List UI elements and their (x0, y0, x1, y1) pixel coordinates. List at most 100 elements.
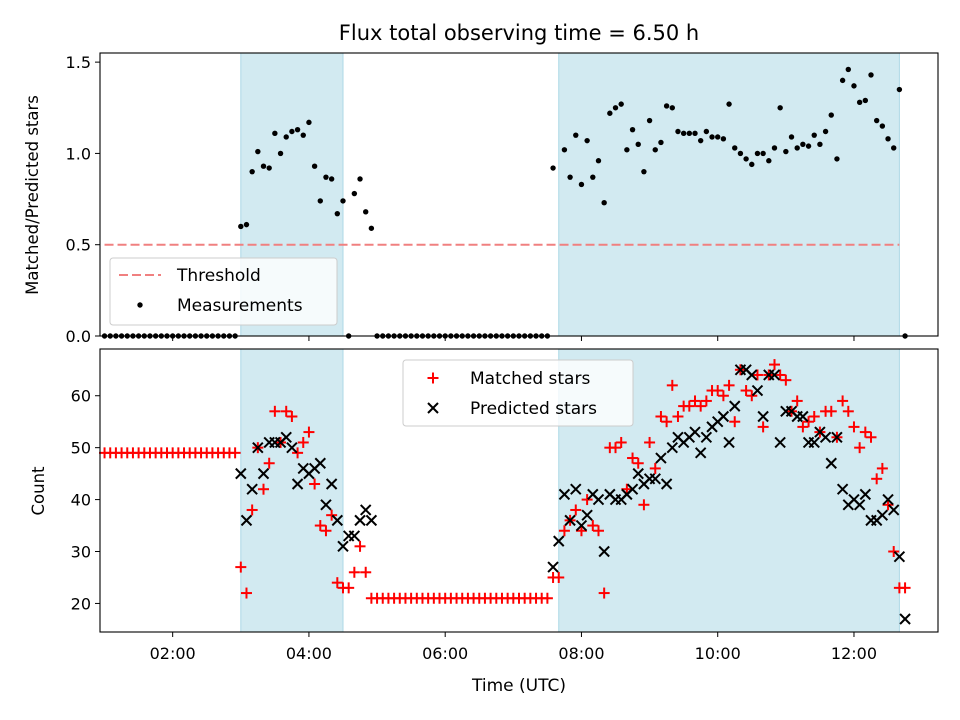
measurement-point (879, 123, 886, 129)
legend-threshold-label: Threshold (176, 266, 261, 286)
top-ytick-label: 1.5 (66, 53, 91, 72)
measurement-point (749, 161, 755, 168)
predicted-star-point (723, 436, 735, 449)
measurement-point (873, 117, 880, 124)
predicted-star-point-b (252, 441, 264, 454)
xtick-label: 02:00 (150, 644, 196, 663)
matched-star-point (575, 525, 587, 537)
predicted-star-point (558, 488, 571, 501)
predicted-star-point-b (320, 499, 332, 511)
measurement-point (646, 117, 653, 124)
predicted-star-point-b (859, 488, 872, 501)
measurement-point (783, 148, 789, 155)
measurement-point (595, 158, 602, 164)
predicted-star-point (632, 467, 644, 480)
matched-star-point (309, 478, 321, 490)
matched-star-point (263, 457, 275, 469)
measurement-point (692, 130, 698, 137)
measurement-point (652, 147, 658, 153)
measurement-point (289, 128, 295, 135)
predicted-star-point-b (632, 467, 644, 480)
shaded-interval (240, 348, 344, 633)
measurement-point (839, 77, 846, 84)
predicted-star-point-b (348, 530, 361, 542)
predicted-star-point (746, 369, 758, 381)
matched-star-point (297, 436, 309, 448)
matched-star-point (348, 566, 360, 578)
predicted-star-point-b (581, 509, 593, 521)
predicted-star-point (751, 384, 764, 397)
predicted-star-point (348, 530, 361, 542)
matched-star-point (558, 525, 570, 537)
predicted-star-point (331, 514, 344, 527)
predicted-star-point (252, 441, 264, 454)
measurement-point (834, 156, 840, 162)
top-axes-frame (99, 52, 939, 337)
predicted-star-point-b (825, 457, 837, 469)
measurement-point (703, 128, 710, 135)
predicted-star-point-b (808, 436, 820, 449)
predicted-star-point (291, 478, 304, 490)
predicted-star-point (859, 488, 872, 501)
predicted-star-point (365, 514, 378, 527)
matched-star-point (331, 577, 343, 589)
bottom-y-axis-label: Count (29, 466, 48, 516)
xtick-label: 10:00 (695, 644, 741, 663)
predicted-star-point (235, 467, 247, 480)
measurement-point (760, 150, 766, 157)
measurement-point (567, 174, 573, 180)
matched-star-point (899, 582, 911, 594)
measurement-point (732, 145, 738, 151)
predicted-star-point (853, 499, 866, 511)
matched-star-point (661, 416, 673, 428)
matched-star-point (610, 442, 622, 454)
measurement-point (249, 168, 255, 175)
predicted-star-point (876, 509, 889, 521)
matched-star-point (757, 421, 769, 433)
measurement-point (357, 176, 363, 182)
predicted-star-point (360, 504, 372, 516)
predicted-star-point (666, 441, 678, 454)
measurement-point (669, 105, 675, 111)
predicted-star-point (888, 504, 900, 516)
predicted-star-point (280, 431, 292, 443)
matched-star-point (683, 400, 695, 412)
matched-star-point (553, 571, 565, 583)
predicted-star-point-b (774, 436, 786, 449)
matched-star-point (797, 421, 809, 433)
predicted-star-point (655, 452, 667, 464)
predicted-star-point (825, 457, 837, 469)
predicted-star-point (314, 457, 326, 469)
measurement-point (856, 99, 863, 105)
predicted-star-point (797, 410, 809, 423)
matched-star-point (292, 447, 304, 459)
bottom-axes-frame (99, 348, 939, 633)
matched-star-point (865, 431, 877, 443)
predicted-star-point-b (893, 550, 906, 563)
matched-star-point (286, 411, 298, 423)
matched-star-point (695, 400, 707, 412)
measurement-point (709, 134, 715, 140)
predicted-star-point-b (291, 478, 304, 490)
measurement-point (624, 147, 630, 153)
measurement-point (573, 132, 579, 138)
predicted-star-point (240, 514, 253, 527)
matched-star-point (280, 405, 292, 417)
predicted-star-point-b (360, 504, 372, 516)
measurement-point (658, 139, 664, 146)
measurement-point (300, 132, 306, 138)
matched-star-point (723, 379, 735, 391)
bottom-legend-box (402, 359, 634, 427)
predicted-star-point-b (672, 431, 684, 443)
measurement-point (726, 101, 732, 107)
legend-predicted-label: Predicted stars (470, 399, 597, 419)
measurement-point (260, 163, 267, 169)
measurement-point (697, 137, 704, 144)
measurement-point (334, 210, 341, 217)
matched-star-point (774, 369, 786, 381)
matched-star-point (717, 390, 729, 402)
top-ytick-label: 0.5 (66, 236, 91, 255)
measurement-point (283, 134, 289, 140)
measurement-point (243, 221, 250, 228)
